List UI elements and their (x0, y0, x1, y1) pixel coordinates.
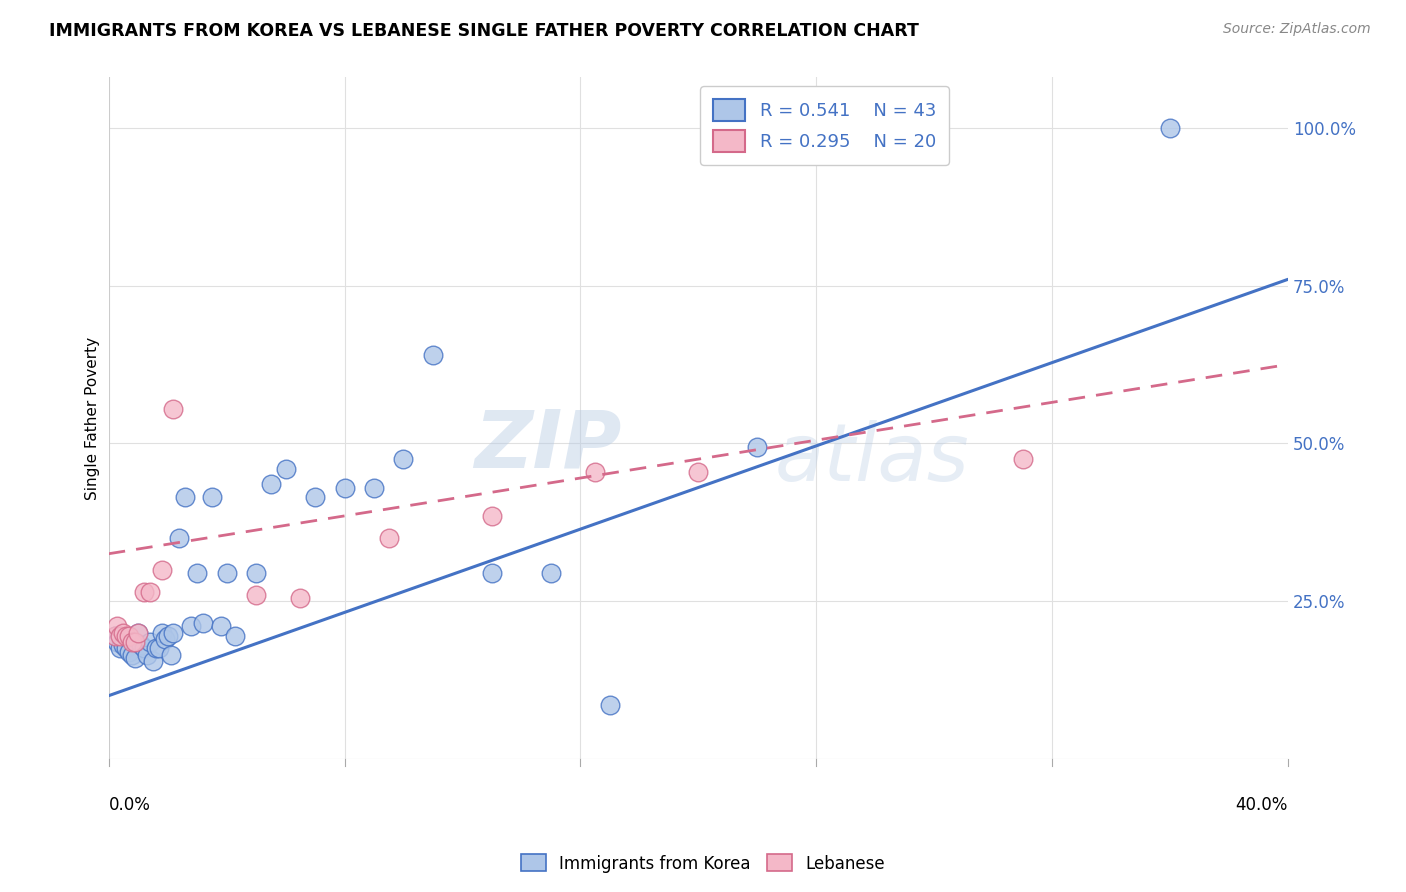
Point (540, 566, 562, 580)
Point (186, 566, 208, 580)
Point (112, 625, 135, 640)
Point (274, 461, 297, 475)
Point (107, 635, 129, 649)
Point (245, 566, 267, 580)
Point (377, 531, 399, 545)
Point (127, 625, 149, 640)
Text: Source: ZipAtlas.com: Source: ZipAtlas.com (1223, 22, 1371, 37)
Point (209, 619, 232, 633)
Point (107, 619, 129, 633)
Point (148, 641, 170, 656)
Point (139, 584, 162, 599)
Point (115, 629, 138, 643)
Point (127, 625, 149, 640)
Point (1011, 452, 1033, 467)
Point (159, 648, 181, 662)
Point (422, 348, 444, 362)
Point (124, 635, 146, 649)
Point (162, 401, 184, 416)
Point (124, 650, 146, 665)
Point (112, 638, 135, 652)
Point (153, 632, 176, 646)
Point (103, 629, 125, 643)
Point (162, 625, 184, 640)
Text: IMMIGRANTS FROM KOREA VS LEBANESE SINGLE FATHER POVERTY CORRELATION CHART: IMMIGRANTS FROM KOREA VS LEBANESE SINGLE… (49, 22, 920, 40)
Point (481, 508, 503, 523)
Point (118, 644, 141, 658)
Point (156, 629, 179, 643)
Point (121, 635, 143, 649)
Point (304, 490, 326, 504)
Point (139, 635, 162, 649)
Point (121, 648, 143, 662)
Point (747, 440, 769, 454)
Point (392, 452, 415, 467)
Y-axis label: Single Father Poverty: Single Father Poverty (86, 336, 100, 500)
Point (224, 629, 246, 643)
Point (333, 481, 356, 495)
Point (245, 588, 267, 602)
Point (118, 629, 141, 643)
Point (103, 629, 125, 643)
Point (132, 641, 155, 656)
Point (290, 591, 312, 605)
Point (136, 648, 159, 662)
Point (215, 566, 238, 580)
Point (688, 465, 710, 479)
Point (110, 629, 132, 643)
Text: 0.0%: 0.0% (108, 797, 150, 814)
Point (1159, 120, 1181, 135)
Point (150, 562, 173, 576)
Point (132, 584, 155, 599)
Point (201, 490, 224, 504)
Point (129, 638, 152, 652)
Text: 40.0%: 40.0% (1236, 797, 1288, 814)
Point (180, 619, 202, 633)
Point (191, 616, 214, 631)
Point (145, 641, 167, 656)
Point (142, 654, 165, 668)
Point (363, 481, 385, 495)
Text: atlas: atlas (775, 420, 970, 498)
Point (115, 641, 138, 656)
Legend: Immigrants from Korea, Lebanese: Immigrants from Korea, Lebanese (515, 847, 891, 880)
Point (174, 490, 197, 504)
Point (260, 477, 283, 491)
Point (599, 698, 621, 713)
Text: ZIP: ZIP (474, 407, 621, 484)
Point (583, 465, 606, 479)
Point (169, 531, 191, 545)
Point (150, 625, 173, 640)
Point (110, 641, 132, 656)
Legend: R = 0.541    N = 43, R = 0.295    N = 20: R = 0.541 N = 43, R = 0.295 N = 20 (700, 87, 949, 165)
Point (481, 566, 503, 580)
